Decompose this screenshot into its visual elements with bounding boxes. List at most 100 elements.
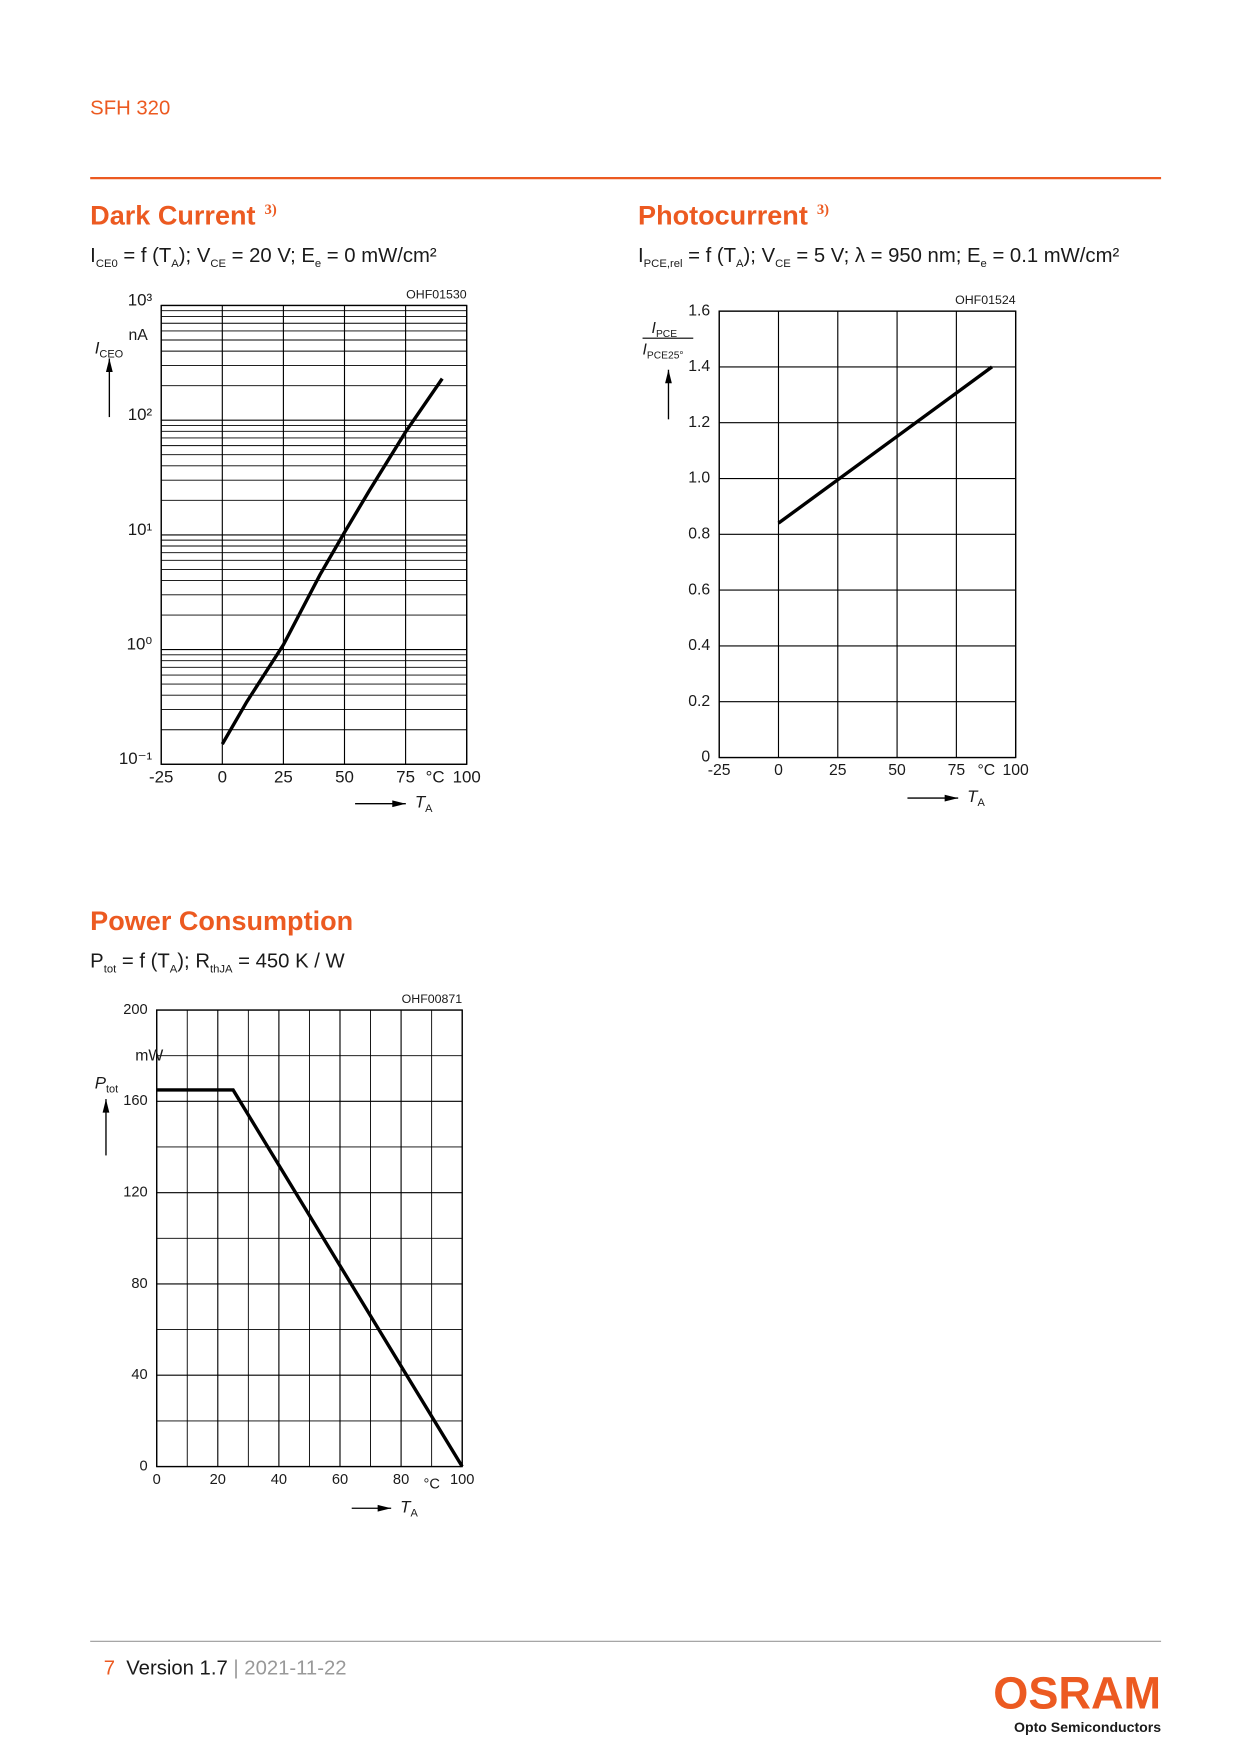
x-axis-label: TA <box>415 793 433 815</box>
subtitle-subscript: CE <box>210 258 226 270</box>
subtitle-subscript: CE0 <box>96 258 118 270</box>
axis-symbol: I <box>95 339 100 358</box>
y-tick-label: 0 <box>140 1458 148 1474</box>
x-tick-label: -25 <box>708 762 731 779</box>
axis-symbol: T <box>400 1498 412 1517</box>
subtitle-text: = 0.1 mW/cm² <box>987 245 1120 267</box>
x-axis-label: TA <box>967 788 985 810</box>
arrow-head <box>944 794 959 802</box>
subtitle-text: = 450 K / W <box>233 951 346 973</box>
x-tick-label: 100 <box>1003 762 1030 779</box>
x-axis-label: TA <box>400 1498 418 1520</box>
footer-text: 7 Version 1.7 | 2021-11-22 <box>104 1658 347 1680</box>
arrow-head <box>102 1099 110 1113</box>
plot-frame <box>160 304 468 765</box>
y-tick-label: 80 <box>131 1276 147 1292</box>
axis-subscript: PCE <box>656 329 677 340</box>
chart-title: Photocurrent 3) <box>638 201 829 231</box>
y-tick-label: 10³ <box>128 290 153 309</box>
subtitle-text: P <box>90 951 104 973</box>
chart-title: Power Consumption <box>90 906 353 936</box>
y-tick-label: 1.0 <box>688 470 710 487</box>
y-tick-label: 10² <box>128 405 153 424</box>
x-tick-label: 0 <box>218 767 227 786</box>
division: Opto Semiconductors <box>1014 1719 1161 1735</box>
plot-frame <box>718 310 1017 759</box>
header-product: SFH 320 <box>90 98 170 120</box>
x-tick-label: 100 <box>450 1472 474 1488</box>
y-tick-label: 200 <box>123 1002 147 1018</box>
y-tick-label: 10⁻¹ <box>119 749 153 768</box>
subtitle-subscript: e <box>315 258 321 270</box>
axis-subscript: A <box>425 803 433 815</box>
x-axis-unit: °C <box>426 767 445 786</box>
x-tick-label: 25 <box>274 767 293 786</box>
y-axis-unit: mW <box>135 1047 163 1064</box>
title-text: Photocurrent <box>638 201 808 231</box>
y-tick-label: 40 <box>131 1367 147 1383</box>
y-tick-label: 120 <box>123 1185 147 1201</box>
subtitle-subscript: tot <box>104 963 117 975</box>
data-line <box>156 1088 464 1468</box>
x-tick-label: 0 <box>153 1472 161 1488</box>
chart-code: OHF00871 <box>402 992 463 1006</box>
x-tick-label: 50 <box>335 767 354 786</box>
axis-symbol: I <box>643 342 648 359</box>
subtitle-text: ); V <box>744 245 776 267</box>
y-tick-label: 1.4 <box>688 358 710 375</box>
x-tick-label: 80 <box>393 1472 409 1488</box>
subtitle-subscript: A <box>171 258 179 270</box>
version: Version 1.7 <box>126 1658 227 1680</box>
subtitle-subscript: A <box>170 963 178 975</box>
subtitle-subscript: PCE,rel <box>644 258 683 270</box>
axis-symbol: P <box>95 1074 107 1093</box>
title-text: Power Consumption <box>90 906 353 936</box>
y-tick-label: 10⁰ <box>127 635 153 654</box>
y-axis-unit: nA <box>129 327 149 344</box>
title-note: 3) <box>265 202 277 218</box>
title-text: Dark Current <box>90 201 255 231</box>
title-note: 3) <box>817 202 829 218</box>
y-tick-label: 1.2 <box>688 414 710 431</box>
y-tick-label: 0.8 <box>688 525 710 542</box>
subtitle-text: = f (T <box>118 245 172 267</box>
subtitle-text: ); R <box>177 951 210 973</box>
y-axis-label: IPCE25° <box>643 342 684 361</box>
chart-subtitle: Ptot = f (TA); RthJA = 450 K / W <box>90 951 345 975</box>
y-tick-label: 160 <box>123 1093 147 1109</box>
y-axis-label: IPCE <box>652 320 678 339</box>
data-line <box>220 377 444 745</box>
subtitle-text: ); V <box>179 245 211 267</box>
subtitle-text: = 0 mW/cm² <box>321 245 437 267</box>
axis-subscript: A <box>411 1507 419 1519</box>
x-tick-label: 50 <box>888 762 906 779</box>
axis-symbol: I <box>652 320 657 337</box>
arrow-head <box>392 800 406 808</box>
x-tick-label: 75 <box>948 762 966 779</box>
x-tick-label: 100 <box>453 767 481 786</box>
x-tick-label: 25 <box>829 762 847 779</box>
subtitle-text: = 20 V; E <box>226 245 315 267</box>
axis-symbol: T <box>415 793 427 812</box>
y-tick-label: 0.4 <box>688 637 710 654</box>
logo: OSRAM <box>993 1667 1161 1718</box>
x-axis-unit: °C <box>978 762 996 779</box>
subtitle-text: = 5 V; λ = 950 nm; E <box>791 245 981 267</box>
axis-subscript: CEO <box>99 348 123 360</box>
x-tick-label: -25 <box>149 767 173 786</box>
y-axis-label: ICEO <box>95 339 124 361</box>
chart-code: OHF01524 <box>955 293 1016 307</box>
subtitle-text: I <box>638 245 644 267</box>
y-axis-label: Ptot <box>95 1074 119 1096</box>
x-tick-label: 75 <box>396 767 415 786</box>
chart-title: Dark Current 3) <box>90 201 277 231</box>
x-tick-label: 20 <box>210 1472 226 1488</box>
y-tick-label: 0 <box>701 749 710 766</box>
y-tick-label: 10¹ <box>128 520 153 539</box>
x-axis-unit: °C <box>424 1476 441 1492</box>
subtitle-subscript: CE <box>775 258 791 270</box>
date: | 2021-11-22 <box>233 1658 346 1680</box>
y-tick-label: 0.2 <box>688 693 710 710</box>
arrow-head <box>377 1504 392 1512</box>
